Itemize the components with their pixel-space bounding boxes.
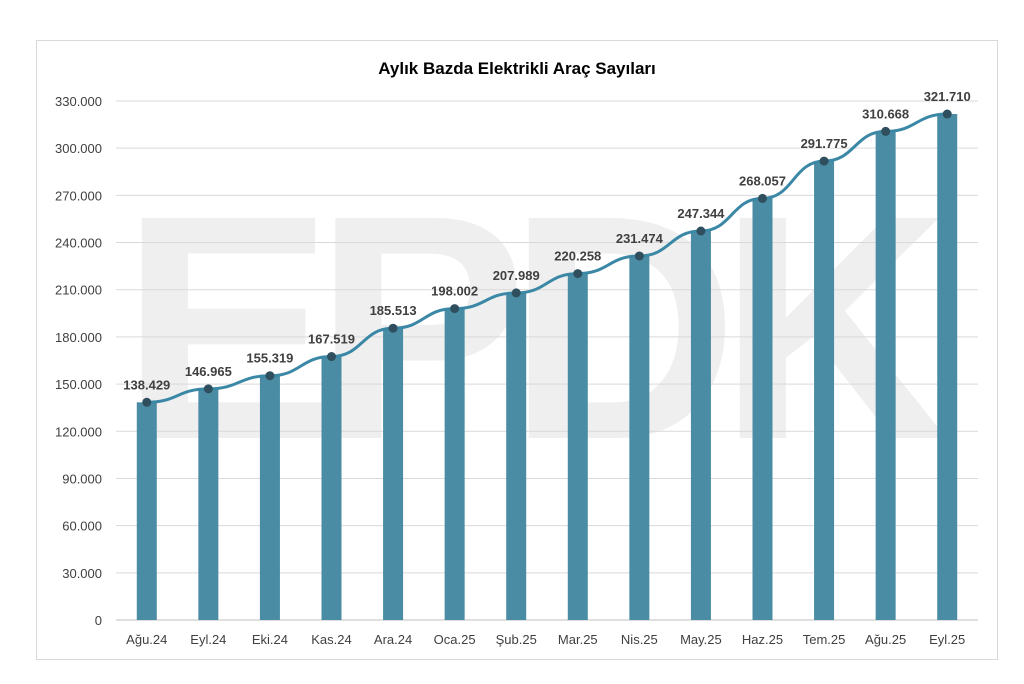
y-tick-label: 120.000 — [55, 424, 102, 439]
data-label: 291.775 — [801, 136, 848, 151]
line-marker — [634, 251, 644, 261]
x-tick-label: Eyl.24 — [190, 632, 226, 647]
x-tick-label: Eki.24 — [252, 632, 288, 647]
y-tick-label: 0 — [95, 613, 102, 628]
data-labels: 138.429 146.965 155.319 167.519 185.513 198.0… — [123, 89, 970, 392]
data-label: 146.965 — [185, 364, 232, 379]
y-tick-label: 210.000 — [55, 283, 102, 298]
line-marker — [388, 323, 398, 333]
bar — [567, 273, 588, 620]
data-label: 321.710 — [924, 89, 971, 104]
line-marker — [327, 352, 336, 362]
bar — [875, 131, 896, 620]
x-tick-label: Ara.24 — [374, 632, 412, 647]
x-tick-label: Eyl.25 — [929, 632, 965, 647]
bar — [444, 308, 465, 620]
data-label: 185.513 — [370, 303, 417, 318]
x-tick-label: Tem.25 — [803, 632, 846, 647]
y-tick-label: 60.000 — [62, 519, 102, 534]
line-marker — [450, 304, 460, 314]
line-marker — [265, 371, 275, 381]
data-label: 138.429 — [123, 377, 170, 392]
data-label: 231.474 — [616, 231, 664, 246]
data-label: 155.319 — [246, 351, 293, 366]
line-marker — [819, 156, 829, 166]
bar — [136, 402, 157, 620]
bars — [136, 114, 958, 621]
data-label: 167.519 — [308, 332, 355, 347]
bar — [198, 388, 219, 620]
line-marker — [142, 397, 152, 407]
x-tick-label: Şub.25 — [496, 632, 537, 647]
line-marker — [696, 226, 706, 236]
x-tick-label: Ağu.24 — [126, 632, 167, 647]
bar — [506, 292, 527, 620]
trend-line — [146, 112, 948, 404]
x-tick-label: May.25 — [680, 632, 722, 647]
axes: 0 30.000 60.000 90.000 120.000 150.000 180.000… — [55, 94, 965, 647]
data-label: 198.002 — [431, 284, 478, 299]
y-tick-label: 330.000 — [55, 94, 102, 109]
bar — [629, 255, 650, 620]
bar — [321, 356, 342, 620]
y-tick-label: 270.000 — [55, 188, 102, 203]
x-tick-label: Ağu.25 — [865, 632, 906, 647]
y-tick-label: 90.000 — [62, 471, 102, 486]
bar — [383, 328, 404, 620]
bar — [937, 114, 958, 621]
data-label: 207.989 — [493, 268, 540, 283]
x-tick-label: Haz.25 — [742, 632, 783, 647]
trend-line-group — [142, 109, 952, 407]
x-tick-label: Oca.25 — [434, 632, 476, 647]
y-tick-label: 240.000 — [55, 236, 102, 251]
data-label: 310.668 — [862, 106, 909, 121]
bar — [814, 161, 835, 620]
line-marker — [203, 384, 213, 394]
bar — [259, 375, 280, 620]
line-marker — [758, 193, 767, 203]
bar — [690, 230, 711, 620]
data-label: 268.057 — [739, 173, 786, 188]
grid-lines — [116, 100, 978, 621]
line-marker — [573, 269, 583, 279]
y-tick-label: 300.000 — [55, 141, 102, 156]
y-tick-label: 180.000 — [55, 330, 102, 345]
line-marker — [511, 288, 521, 298]
x-tick-label: Mar.25 — [558, 632, 598, 647]
line-marker — [881, 126, 891, 136]
line-marker — [942, 109, 952, 119]
bar — [752, 198, 773, 621]
x-tick-label: Kas.24 — [311, 632, 351, 647]
chart-title: Aylık Bazda Elektrikli Araç Sayıları — [378, 59, 656, 78]
y-tick-label: 150.000 — [55, 377, 102, 392]
y-tick-label: 30.000 — [62, 566, 102, 581]
data-label: 220.258 — [554, 249, 601, 264]
data-label: 247.344 — [677, 206, 725, 221]
x-tick-label: Nis.25 — [621, 632, 658, 647]
